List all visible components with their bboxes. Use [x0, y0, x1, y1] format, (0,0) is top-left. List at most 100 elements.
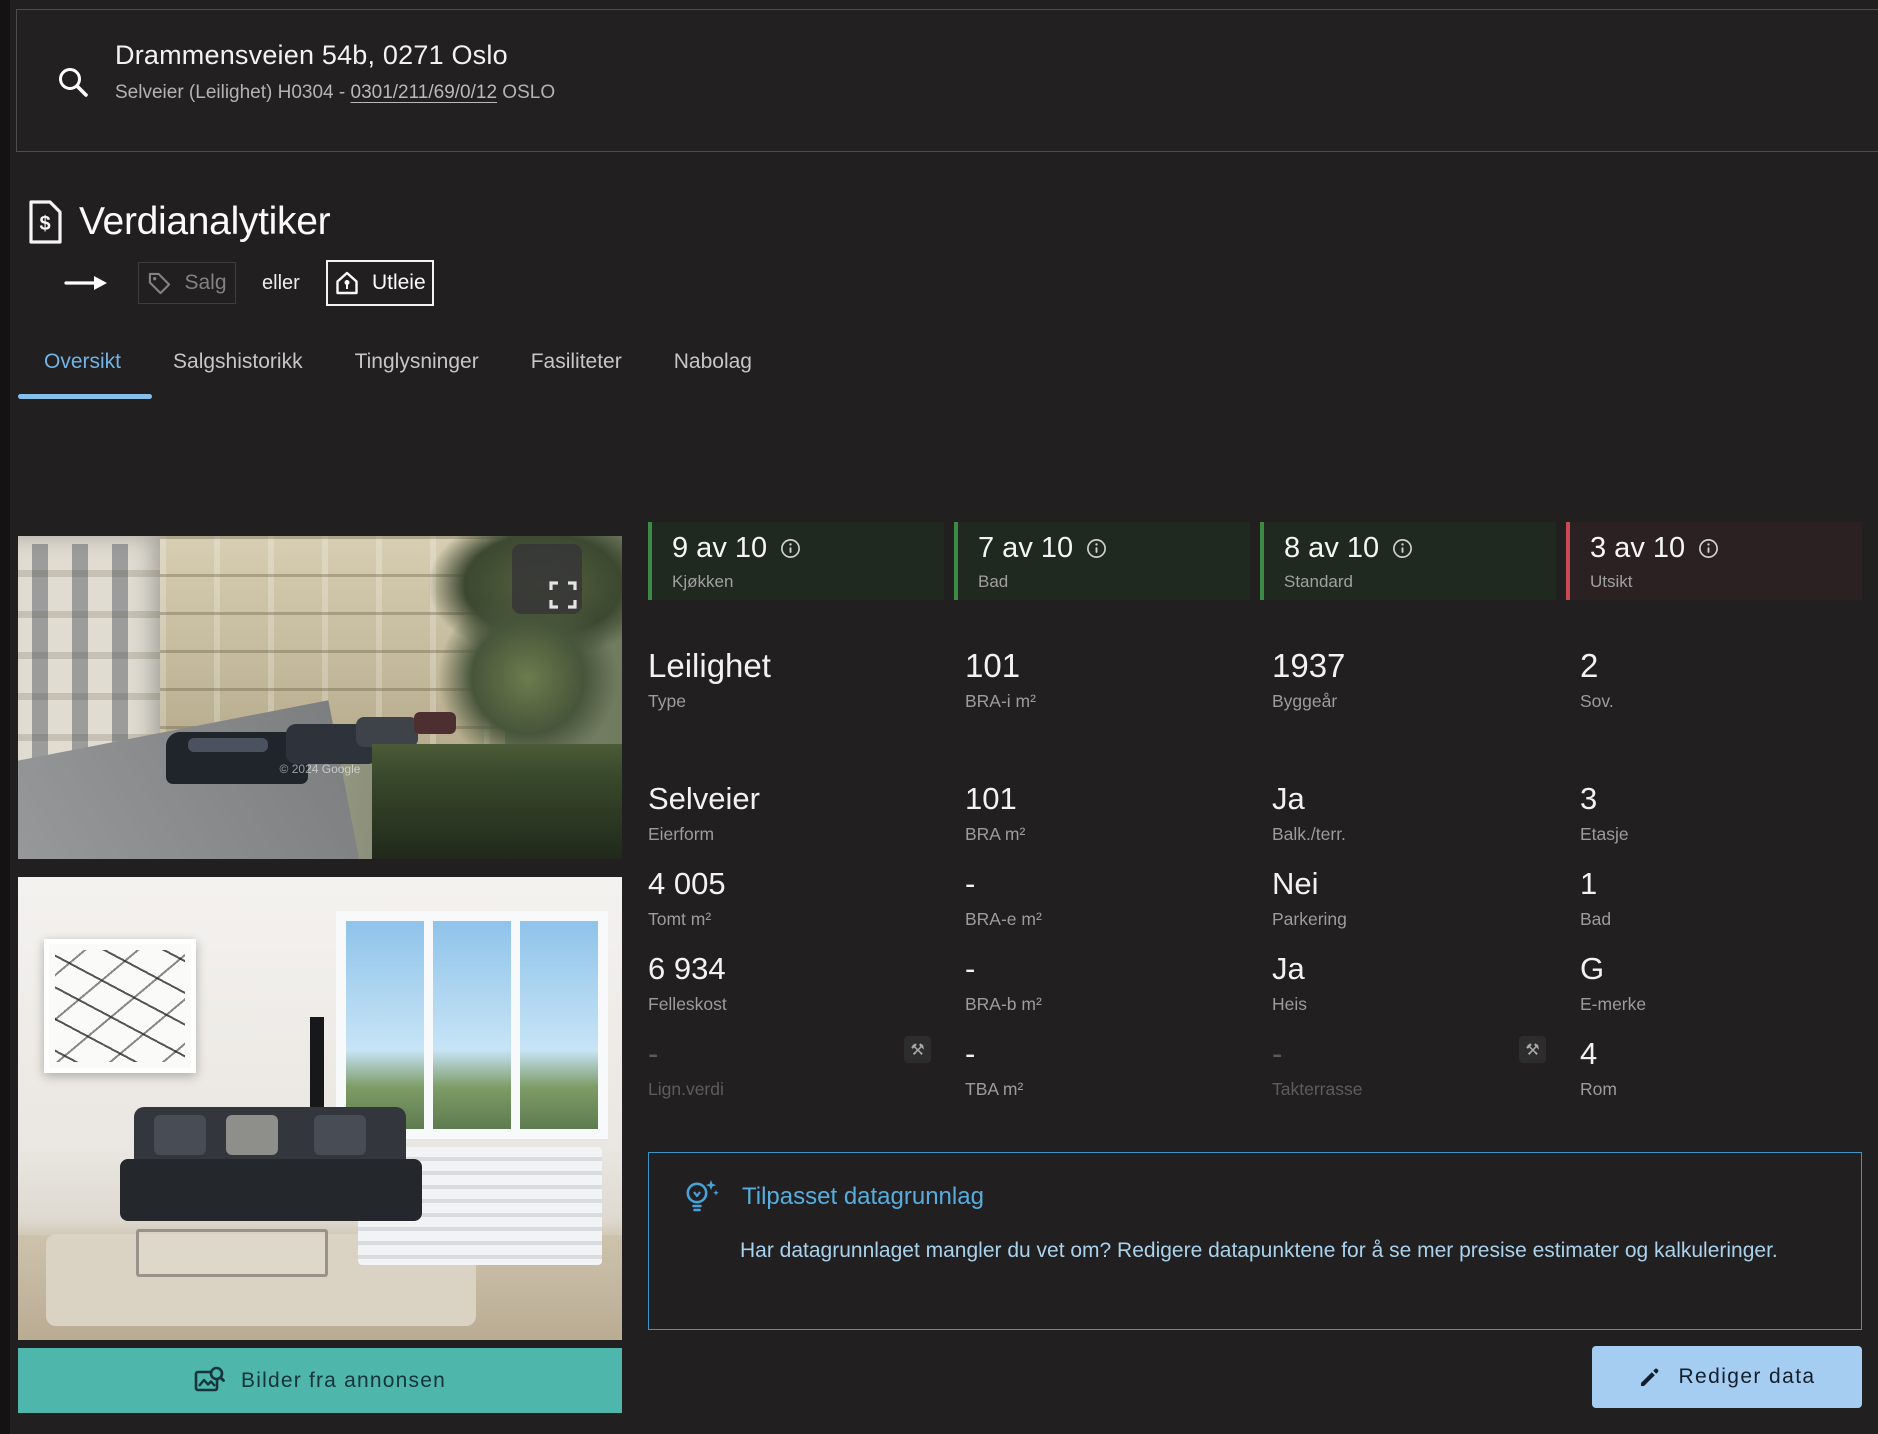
mode-toggle-row: Salg eller Utleie [64, 258, 434, 308]
address-title: Drammensveien 54b, 0271 Oslo [115, 40, 508, 70]
detail-cell-felleskost: 6 934 Felleskost [648, 951, 727, 1014]
address-subtitle-suffix: OSLO [497, 82, 556, 103]
map-watermark: © 2024 Google [279, 762, 361, 776]
detail-cell-bra-e: - BRA-e m² [965, 866, 1042, 929]
parked-car [166, 732, 308, 784]
address-subtitle: Selveier (Leilighet) H0304 - 0301/211/69… [115, 82, 555, 104]
rent-mode-label: Utleie [371, 271, 426, 294]
score-card-view: 3 av 10 Utsikt [1566, 522, 1862, 600]
detail-cell-sov: 2 Sov. [1580, 647, 1614, 711]
detail-row: ⚒ - Lign.verdi - TBA m² ⚒ - Takterrasse 4 Ro… [648, 1034, 1862, 1100]
address-search-bar[interactable]: Drammensveien 54b, 0271 Oslo Selveier (L… [16, 9, 1878, 152]
score-card-kitchen: 9 av 10 Kjøkken [648, 522, 944, 600]
tab-oversikt[interactable]: Oversikt [44, 350, 122, 373]
coffee-table [136, 1229, 328, 1277]
sale-mode-button[interactable]: Salg [138, 262, 236, 304]
window-pane [520, 921, 598, 1129]
score-card-standard: 8 av 10 Standard [1260, 522, 1556, 600]
detail-cell-lignverdi: ⚒ - Lign.verdi [648, 1034, 965, 1100]
detail-cell-bra-i: 101 BRA-i m² [965, 647, 1036, 711]
custom-data-info-box: Tilpasset datagrunnlag Har datagrunnlage… [648, 1152, 1862, 1330]
lightbulb-sparkle-icon [683, 1179, 719, 1219]
kitchen-score-label: Kjøkken [672, 572, 734, 591]
kitchen-score: 9 av 10 [672, 532, 768, 564]
interior-window [336, 911, 608, 1139]
detail-cell-tba: - TBA m² [965, 1036, 1024, 1099]
window-pane [433, 921, 511, 1129]
detail-row: 4 005 Tomt m² - BRA-e m² Nei Parkering 1 Bad [648, 864, 1862, 930]
parked-car [414, 712, 456, 734]
bathroom-score: 7 av 10 [978, 532, 1074, 564]
standard-score: 8 av 10 [1284, 532, 1380, 564]
view-score: 3 av 10 [1590, 532, 1686, 564]
sofa-cushion [154, 1115, 206, 1155]
or-label: eller [262, 271, 300, 294]
bathroom-score-label: Bad [978, 572, 1009, 591]
pencil-icon [1638, 1366, 1661, 1389]
photo-column: © 2024 Google [18, 536, 622, 1434]
page-title: Verdianalytiker [79, 200, 331, 243]
tools-icon: ⚒ [904, 1036, 931, 1063]
tools-icon: ⚒ [1519, 1036, 1546, 1063]
search-icon [55, 64, 91, 100]
tab-nabolag[interactable]: Nabolag [673, 350, 752, 373]
wall-art [44, 939, 196, 1073]
interior-photo[interactable] [18, 877, 622, 1340]
detail-cell-takterrasse: ⚒ - Takterrasse [1272, 1034, 1580, 1100]
sofa-cushion [314, 1115, 366, 1155]
overview-panel: 9 av 10 Kjøkken 7 av 10 Bad 8 av 10 [648, 522, 1862, 1434]
sale-mode-label: Salg [184, 271, 227, 294]
score-cards: 9 av 10 Kjøkken 7 av 10 Bad 8 av 10 [648, 522, 1862, 600]
info-box-body: Har datagrunnlaget mangler du vet om? Re… [740, 1239, 1778, 1262]
active-tab-underline [18, 394, 152, 399]
detail-cell-parkering: Nei Parkering [1272, 866, 1347, 929]
detail-cell-emerke: G E-merke [1580, 951, 1647, 1014]
cadastre-link[interactable]: 0301/211/69/0/12 [350, 82, 498, 103]
info-icon[interactable] [1392, 538, 1413, 559]
tab-salgshistorikk[interactable]: Salgshistorikk [173, 350, 303, 373]
parked-car [356, 717, 418, 747]
edit-data-label: Rediger data [1678, 1365, 1816, 1388]
detail-cell-heis: Ja Heis [1272, 951, 1308, 1014]
street-tree [438, 588, 618, 768]
detail-cell-bra-b: - BRA-b m² [965, 951, 1042, 1014]
price-tag-icon [147, 271, 172, 296]
detail-cell-byggeaar: 1937 Byggeår [1272, 647, 1346, 711]
detail-cell-tomt: 4 005 Tomt m² [648, 866, 726, 929]
street-view-photo[interactable]: © 2024 Google [18, 536, 622, 859]
info-icon[interactable] [1698, 538, 1719, 559]
detail-row: Selveier Eierform 101 BRA m² Ja Balk./terr.… [648, 779, 1862, 845]
score-card-bathroom: 7 av 10 Bad [954, 522, 1250, 600]
images-from-listing-button[interactable]: Bilder fra annonsen [18, 1348, 622, 1413]
page-header: $ Verdianalytiker [24, 199, 331, 245]
info-icon[interactable] [1086, 538, 1107, 559]
info-box-title: Tilpasset datagrunnlag [742, 1183, 984, 1210]
street-hedge [372, 744, 622, 859]
info-icon[interactable] [780, 538, 801, 559]
detail-cell-bad: 1 Bad [1580, 866, 1612, 929]
tab-fasiliteter[interactable]: Fasiliteter [530, 350, 622, 373]
detail-cell-balkong: Ja Balk./terr. [1272, 781, 1346, 844]
rent-mode-button[interactable]: Utleie [325, 260, 434, 306]
address-subtitle-prefix: Selveier (Leilighet) H0304 - [115, 82, 351, 103]
tab-tinglysninger[interactable]: Tinglysninger [354, 350, 479, 373]
sofa-seat [120, 1159, 422, 1221]
sofa-cushion [226, 1115, 278, 1155]
verdianalytiker-icon: $ [24, 199, 65, 245]
fullscreen-button[interactable] [512, 544, 582, 614]
image-magnifier-icon [194, 1366, 225, 1396]
detail-cell-rom: 4 Rom [1580, 1036, 1617, 1099]
edit-data-button[interactable]: Rediger data [1592, 1346, 1862, 1408]
window-pane [346, 921, 424, 1129]
standard-score-label: Standard [1284, 572, 1353, 591]
detail-cell-bra: 101 BRA m² [965, 781, 1026, 844]
arrow-right-icon [64, 274, 108, 292]
detail-cell-etasje: 3 Etasje [1580, 781, 1629, 844]
svg-text:$: $ [39, 213, 50, 235]
view-score-label: Utsikt [1590, 572, 1633, 591]
detail-row: 6 934 Felleskost - BRA-b m² Ja Heis G E-merk… [648, 949, 1862, 1015]
detail-cell-eierform: Selveier Eierform [648, 781, 760, 844]
left-edge-strip [0, 0, 10, 1434]
